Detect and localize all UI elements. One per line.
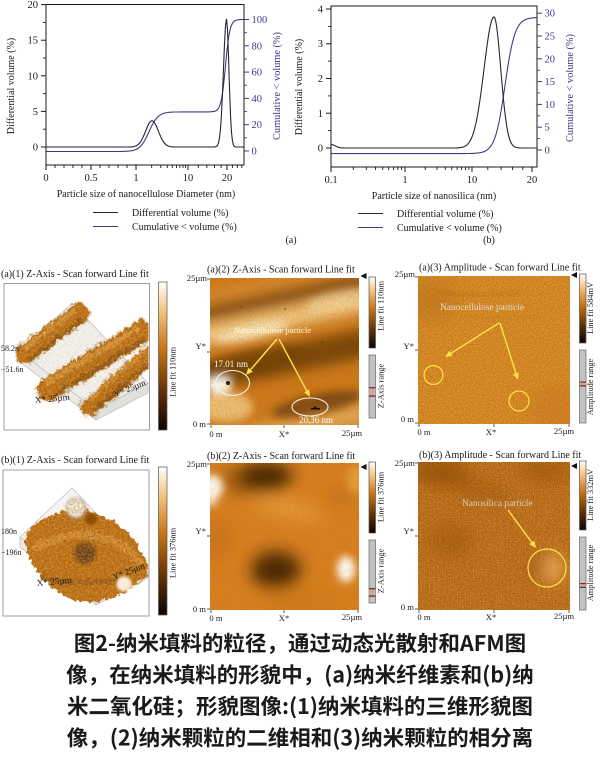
- svg-text:Differential volume (%): Differential volume (%): [294, 39, 305, 135]
- svg-text:Line fit 584mV: Line fit 584mV: [586, 282, 595, 334]
- svg-text:180n: 180n: [1, 527, 17, 536]
- svg-text:25: 25: [545, 32, 556, 43]
- svg-text:Y*: Y*: [195, 526, 206, 536]
- svg-text:0.1: 0.1: [324, 175, 337, 186]
- svg-text:5: 5: [545, 123, 550, 134]
- svg-text:0 m: 0 m: [193, 604, 206, 614]
- svg-text:25µm: 25µm: [342, 428, 363, 438]
- svg-text:0 m: 0 m: [209, 613, 222, 623]
- svg-text:(a)(3) Amplitude - Scan forwar: (a)(3) Amplitude - Scan forward Line fit: [419, 263, 581, 274]
- svg-text:15: 15: [545, 77, 556, 88]
- svg-text:10: 10: [28, 71, 39, 82]
- svg-text:Differential volume (%): Differential volume (%): [132, 208, 228, 219]
- svg-text:0.5: 0.5: [84, 173, 97, 184]
- svg-text:−196n: −196n: [1, 548, 22, 557]
- svg-text:0: 0: [545, 146, 550, 157]
- svg-text:25µm: 25µm: [187, 459, 208, 469]
- svg-text:20: 20: [222, 173, 233, 184]
- svg-text:(b): (b): [483, 235, 495, 246]
- svg-text:25µm: 25µm: [554, 426, 575, 436]
- svg-text:X*: X*: [279, 429, 290, 439]
- svg-text:0 m: 0 m: [401, 602, 414, 612]
- svg-text:0 m: 0 m: [417, 612, 430, 622]
- svg-text:Line fit 332mV: Line fit 332mV: [586, 469, 595, 521]
- svg-text:X*: X*: [279, 613, 290, 623]
- svg-text:20.36 nm: 20.36 nm: [299, 415, 333, 425]
- svg-text:1: 1: [133, 173, 138, 184]
- svg-text:Differential volume (%): Differential volume (%): [397, 209, 493, 220]
- svg-text:X* 25µm: X* 25µm: [36, 575, 72, 588]
- svg-text:X*: X*: [486, 427, 497, 437]
- svg-text:0 m: 0 m: [401, 414, 414, 424]
- svg-text:−51.6n: −51.6n: [1, 365, 24, 374]
- svg-text:Line fit 376nm: Line fit 376nm: [169, 527, 178, 578]
- svg-text:Particle size of nanocellulose: Particle size of nanocellulose Diameter …: [57, 189, 236, 200]
- svg-text:5: 5: [33, 107, 38, 118]
- svg-text:25µm: 25µm: [395, 269, 416, 279]
- svg-text:60: 60: [252, 68, 263, 79]
- svg-text:Line fit 376nm: Line fit 376nm: [377, 471, 386, 522]
- svg-text:40: 40: [252, 94, 263, 105]
- svg-text:17.01 nm: 17.01 nm: [214, 359, 248, 369]
- svg-text:0 m: 0 m: [209, 429, 222, 439]
- svg-text:(b)(2) Z-Axis - Scan forward L: (b)(2) Z-Axis - Scan forward Line fit: [207, 451, 356, 462]
- svg-text:2: 2: [318, 74, 323, 85]
- svg-text:25µm: 25µm: [342, 612, 363, 622]
- svg-text:Particle size of nanosilica (n: Particle size of nanosilica (nm): [372, 191, 496, 202]
- svg-text:20: 20: [28, 0, 39, 11]
- svg-text:(b)(3) Amplitude - Scan forwar: (b)(3) Amplitude - Scan forward Line fit: [419, 450, 581, 461]
- svg-text:(a): (a): [285, 235, 296, 246]
- svg-text:Line fit 110nm: Line fit 110nm: [169, 347, 178, 397]
- svg-text:4: 4: [318, 5, 324, 16]
- svg-text:20: 20: [545, 54, 556, 65]
- svg-text:0: 0: [252, 147, 257, 158]
- svg-text:Amplitude range: Amplitude range: [586, 358, 595, 415]
- svg-text:(a)(2) Z-Axis - Scan forward L: (a)(2) Z-Axis - Scan forward Line fit: [207, 265, 355, 276]
- svg-text:80: 80: [252, 41, 263, 52]
- svg-text:Differential volume (%): Differential volume (%): [6, 38, 17, 134]
- svg-text:0 m: 0 m: [193, 419, 206, 429]
- svg-text:10: 10: [545, 100, 556, 111]
- svg-text:Nanocellulose particle: Nanocellulose particle: [234, 325, 311, 335]
- svg-text:58.2n: 58.2n: [1, 344, 19, 353]
- svg-text:0: 0: [43, 173, 48, 184]
- svg-text:Line fit 110nm: Line fit 110nm: [377, 281, 386, 331]
- svg-text:X*: X*: [486, 612, 497, 622]
- svg-text:1: 1: [318, 109, 323, 120]
- svg-text:0: 0: [318, 144, 323, 155]
- svg-text:Cumulative < volume (%): Cumulative < volume (%): [565, 34, 576, 142]
- svg-text:Y*: Y*: [403, 341, 414, 351]
- svg-text:25µm: 25µm: [395, 458, 416, 468]
- svg-text:25µm: 25µm: [187, 273, 208, 283]
- svg-text:Cumulative < volume (%): Cumulative < volume (%): [397, 223, 502, 234]
- svg-text:Cumulative < volume (%): Cumulative < volume (%): [132, 222, 237, 233]
- svg-text:Nanosilica particle: Nanosilica particle: [462, 499, 533, 509]
- svg-text:1: 1: [402, 175, 407, 186]
- svg-text:Z-Axis range: Z-Axis range: [377, 364, 386, 409]
- svg-text:Y*: Y*: [403, 526, 414, 536]
- svg-text:(b)(1) Z-Axis - Scan forward L: (b)(1) Z-Axis - Scan forward Line fit: [1, 455, 150, 466]
- svg-text:10: 10: [467, 175, 478, 186]
- svg-text:Nanocellulose particle: Nanocellulose particle: [440, 303, 524, 313]
- svg-text:Amplitude range: Amplitude range: [586, 544, 595, 601]
- svg-text:10: 10: [183, 173, 194, 184]
- svg-text:0 m: 0 m: [417, 427, 430, 437]
- svg-text:15: 15: [28, 36, 39, 47]
- svg-text:30: 30: [545, 9, 556, 20]
- svg-text:20: 20: [252, 120, 263, 131]
- svg-text:20: 20: [527, 175, 538, 186]
- svg-text:Z-Axis range: Z-Axis range: [377, 549, 386, 594]
- svg-text:(a)(1) Z-Axis - Scan forward L: (a)(1) Z-Axis - Scan forward Line fit: [1, 269, 149, 280]
- svg-text:100: 100: [252, 15, 268, 26]
- svg-text:Cumulative < volume (%): Cumulative < volume (%): [272, 32, 283, 140]
- svg-text:Y*: Y*: [195, 341, 206, 351]
- svg-text:0: 0: [33, 143, 38, 154]
- svg-text:X* 25µm: X* 25µm: [34, 392, 70, 405]
- svg-text:25µm: 25µm: [554, 611, 575, 621]
- svg-text:3: 3: [318, 39, 323, 50]
